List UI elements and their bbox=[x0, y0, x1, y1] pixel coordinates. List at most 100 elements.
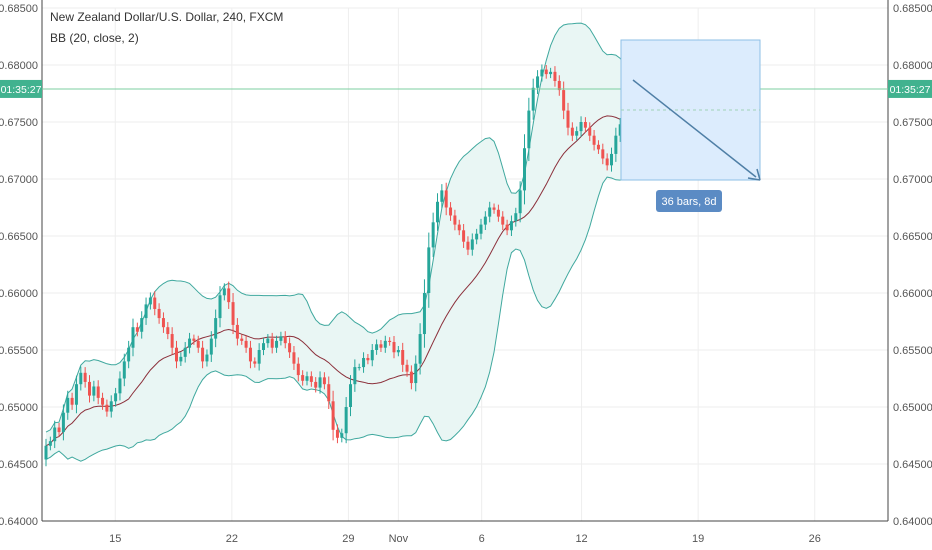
candle bbox=[235, 318, 239, 346]
candle-body bbox=[96, 386, 100, 398]
candle-body bbox=[588, 127, 592, 136]
candle bbox=[140, 311, 144, 339]
candle bbox=[549, 67, 553, 79]
candle bbox=[405, 359, 409, 377]
candle-body bbox=[605, 158, 609, 166]
candle-body bbox=[388, 340, 392, 343]
candle bbox=[588, 122, 592, 142]
candle-body bbox=[610, 153, 613, 166]
y-tick-label: 0.65500 bbox=[893, 345, 932, 357]
candle bbox=[344, 397, 348, 444]
candle-body bbox=[109, 401, 113, 412]
y-tick-label: 0.67500 bbox=[0, 117, 38, 129]
candle bbox=[101, 392, 105, 410]
candle-body bbox=[266, 338, 270, 344]
candle bbox=[501, 211, 505, 231]
candle bbox=[240, 334, 244, 345]
candle-body bbox=[462, 230, 466, 242]
indicator-label: BB (20, close, 2) bbox=[50, 31, 139, 45]
candle bbox=[370, 344, 374, 367]
candle-body bbox=[209, 338, 213, 355]
candle bbox=[196, 335, 200, 353]
candle-body bbox=[375, 344, 379, 350]
y-tick-label: 0.67000 bbox=[0, 174, 38, 186]
candle bbox=[427, 232, 431, 308]
candle bbox=[244, 335, 248, 353]
candle bbox=[418, 323, 422, 375]
candle bbox=[170, 327, 174, 355]
x-tick-label: 15 bbox=[109, 533, 121, 545]
arrowhead-icon bbox=[747, 168, 761, 181]
candle-body bbox=[140, 318, 144, 332]
candle bbox=[479, 218, 483, 240]
candle-body bbox=[214, 318, 218, 339]
candle-body bbox=[148, 297, 152, 305]
candle bbox=[88, 375, 91, 403]
candle-body bbox=[414, 363, 418, 384]
candle-body bbox=[201, 347, 205, 362]
candle-body bbox=[518, 190, 522, 214]
candle bbox=[457, 219, 461, 236]
candle-body bbox=[131, 327, 135, 348]
y-tick-label: 0.65500 bbox=[0, 345, 38, 357]
candle bbox=[214, 309, 218, 348]
candle bbox=[414, 355, 418, 392]
candle bbox=[227, 281, 231, 309]
candle-body bbox=[196, 340, 200, 348]
candle bbox=[57, 422, 61, 437]
projection-box[interactable]: 36 bars, 8d bbox=[620, 39, 761, 212]
price-tag-right-bg bbox=[888, 79, 932, 98]
candle bbox=[275, 335, 279, 353]
candle-body bbox=[44, 445, 48, 460]
candle bbox=[153, 291, 157, 316]
bollinger-lower-band bbox=[45, 170, 642, 462]
candle-body bbox=[370, 350, 374, 361]
candle-body bbox=[53, 427, 57, 442]
candle-body bbox=[79, 372, 83, 385]
price-tags: 01:35:27 01:35:27 bbox=[0, 79, 932, 98]
candle-body bbox=[466, 241, 470, 250]
projection-arrow-line bbox=[632, 79, 757, 178]
price-tag-left-bg bbox=[0, 79, 42, 98]
candle-body bbox=[205, 354, 209, 362]
candle-body bbox=[570, 127, 574, 136]
candle-body bbox=[483, 216, 487, 225]
candle-body bbox=[427, 247, 431, 293]
candle bbox=[505, 219, 509, 236]
candle bbox=[388, 337, 392, 346]
candle-body bbox=[253, 361, 257, 364]
candle-body bbox=[362, 357, 366, 368]
y-tick-label: 0.65000 bbox=[0, 402, 38, 414]
candle-body bbox=[436, 201, 439, 223]
candle bbox=[375, 339, 379, 355]
candle-body bbox=[74, 384, 78, 405]
candle-body bbox=[409, 371, 413, 384]
candle-body bbox=[270, 338, 274, 348]
candle bbox=[253, 357, 257, 368]
candle bbox=[166, 322, 170, 340]
chart-title: New Zealand Dollar/U.S. Dollar, 240, FXC… bbox=[50, 10, 284, 24]
candle bbox=[553, 66, 557, 87]
candle-body bbox=[231, 302, 235, 325]
y-tick-label: 0.68000 bbox=[893, 60, 932, 72]
candle bbox=[148, 292, 152, 310]
candle-body bbox=[353, 367, 357, 385]
candle bbox=[201, 340, 205, 369]
candle bbox=[618, 118, 622, 142]
candle bbox=[340, 428, 344, 443]
candle bbox=[292, 346, 296, 370]
candle bbox=[257, 343, 261, 371]
candle-body bbox=[61, 412, 65, 433]
candle-body bbox=[575, 131, 579, 136]
candle bbox=[144, 297, 148, 325]
candle bbox=[601, 143, 605, 165]
candle-body bbox=[275, 340, 279, 348]
candle-body bbox=[405, 364, 409, 372]
candle bbox=[74, 375, 78, 414]
candle-body bbox=[48, 441, 52, 446]
candle-body bbox=[357, 367, 361, 369]
candle-body bbox=[305, 376, 309, 381]
candle-body bbox=[583, 122, 587, 128]
candle bbox=[592, 129, 596, 151]
